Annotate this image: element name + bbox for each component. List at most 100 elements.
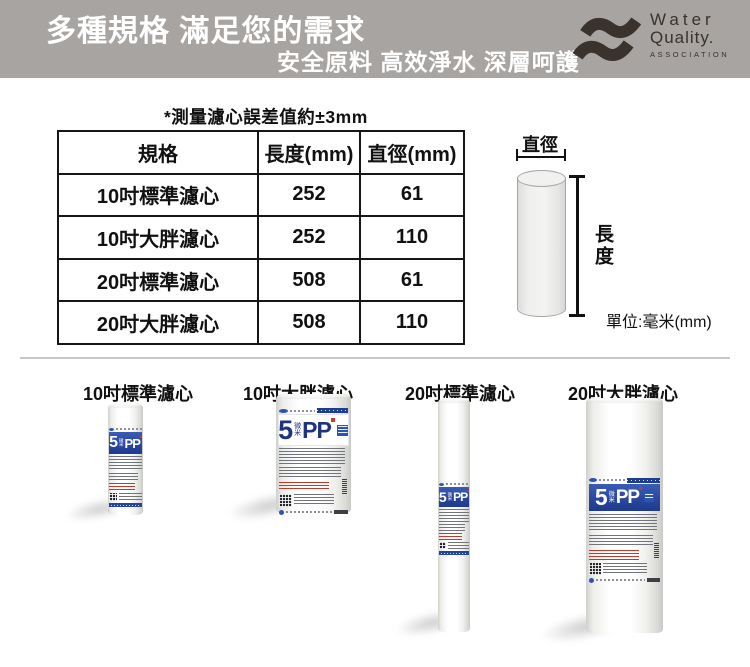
wqa-wave-icon [572,17,642,61]
label-header [589,477,660,483]
cell-length: 508 [257,300,361,345]
label-fine-print [603,563,648,574]
diameter-tick-right [564,149,566,161]
spec-table-header-row: 規格 長度(mm) 直徑(mm) [57,130,465,175]
micron-pp-panel: 5 微米 PP [278,414,349,446]
diameter-measure-line [516,156,566,158]
section-divider [20,357,730,359]
label-fine-print [596,579,645,581]
spec-table: 規格 長度(mm) 直徑(mm) 10吋標準濾心 252 61 10吋大胖濾心 … [57,130,465,345]
micron-value: 5 [594,484,608,510]
diameter-label: 直徑 [522,135,558,155]
cartridge-label: 5 微米 PP [439,482,470,555]
brand-icon [279,408,288,413]
product-image-10-standard: 5 微米 PP [62,403,143,527]
barcode [342,479,347,495]
certification-tag [336,424,349,436]
label-footer-strip [109,503,142,507]
material-text: PP [302,416,332,443]
micron-unit: 微米 [294,423,302,437]
sgs-mark [647,578,660,582]
filter-cartridge: 5 微米 PP [586,398,663,633]
label-fine-print [290,409,315,412]
water-quality-association-logo: Water Quality. ASSOCIATION [570,9,742,69]
filter-cartridge: 5 微米 PP [438,398,470,632]
header-banner [0,0,750,78]
label-red-text [279,482,329,491]
label-fine-print [446,483,469,485]
label-fine-print [589,535,653,547]
label-qr-row [109,493,142,501]
red-mark [639,487,643,490]
unit-label: 單位:毫米(mm) [606,314,712,331]
label-fine-print [109,456,142,471]
sgs-mark [334,510,348,514]
material-text: PP [124,435,141,451]
brand-icon [439,482,444,486]
label-fine-print [119,493,142,501]
qr-code [589,563,601,575]
brand-dot-icon [279,509,284,515]
label-qr-row [589,563,648,575]
cell-diameter: 61 [359,172,465,218]
filter-cartridge: 5 微米 PP [276,394,351,515]
label-qr-row [279,494,335,507]
length-cap-bottom [569,314,585,317]
label-fine-print [439,524,465,531]
label-blue-bar [316,408,348,413]
label-fine-print [109,473,139,481]
label-qr-row [439,542,469,549]
table-row: 10吋大胖濾心 252 110 [57,215,465,260]
measurement-tolerance-note: *測量濾心誤差值約±3mm [164,107,368,127]
cartridge-label: 5 微米 PP [109,427,142,507]
wqa-logo-line2: Quality. [650,28,715,47]
product-name-10-standard: 10吋標準濾心 [82,384,194,404]
label-fine-print [286,511,332,513]
length-measure-line [576,176,579,316]
cell-diameter: 110 [359,300,465,345]
micron-unit: 微米 [608,491,615,504]
red-mark [330,418,335,422]
cell-diameter: 61 [359,257,465,303]
label-red-text [439,533,463,540]
qr-code [109,493,117,501]
wqa-logo-line3: ASSOCIATION [650,50,730,59]
micron-pp-panel: 5 微米 PP [589,484,660,511]
material-text: PP [453,490,468,504]
micron-pp-panel: 5 微米 PP [439,487,470,507]
cell-length: 252 [257,172,361,218]
brand-icon [589,478,597,482]
cylinder-diagram-top [517,170,566,187]
label-fine-print [439,509,469,522]
label-footer [589,577,660,583]
label-fine-print [294,494,335,506]
material-text: PP [615,487,640,508]
micron-unit: 微米 [447,491,453,501]
cartridge-label: 5 微米 PP [589,477,660,583]
header-length: 長度(mm) [257,130,361,175]
micron-unit: 微米 [119,437,124,447]
product-image-20-standard: 5 微米 PP [392,398,472,642]
micron-value: 5 [109,434,119,451]
certification-tag [644,493,655,502]
table-row: 20吋標準濾心 508 61 [57,257,465,303]
label-fine-print [279,448,346,464]
filter-cartridge: 5 微米 PP [108,403,143,515]
cell-spec: 10吋標準濾心 [57,172,259,218]
label-red-text [589,550,639,560]
header-spec: 規格 [57,130,259,175]
label-fine-print [599,479,626,481]
header-diameter: 直徑(mm) [359,130,465,175]
diameter-tick-left [516,149,518,161]
label-fine-print [448,542,469,549]
wqa-logo-text: Water Quality. ASSOCIATION [650,11,729,59]
product-name-20-standard: 20吋標準濾心 [404,384,516,404]
micron-value: 5 [278,414,294,445]
brand-icon [109,427,114,431]
cell-spec: 20吋大胖濾心 [57,300,259,345]
cell-length: 508 [257,257,361,303]
qr-code [279,494,292,507]
red-mark [467,490,470,492]
label-fine-print [279,467,342,479]
length-label: 長度 [592,224,613,268]
